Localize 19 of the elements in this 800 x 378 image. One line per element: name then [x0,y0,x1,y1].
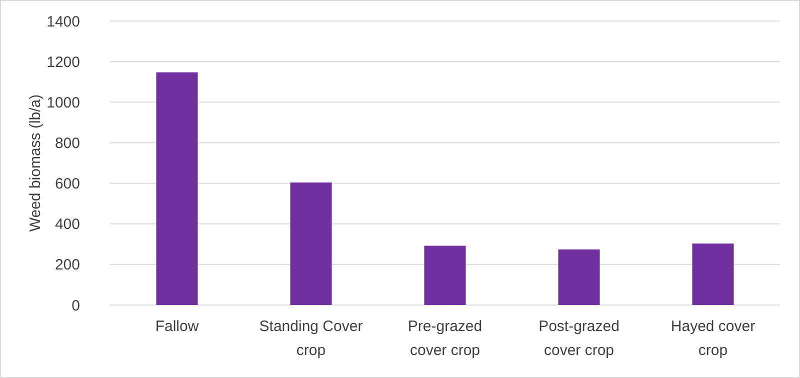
y-tick-label: 800 [54,134,80,152]
x-tick-label: Fallow [155,318,199,335]
y-tick-label: 1000 [46,94,80,112]
y-tick-label: 600 [54,176,80,193]
x-tick-label: Hayed cover crop [670,318,756,359]
y-axis-title: Weed biomass (lb/a) [27,94,44,232]
y-tick-label: 400 [54,216,80,234]
y-tick-label: 1200 [46,54,80,71]
x-tick-label: Standing Cover crop [259,318,363,359]
bar [424,246,466,305]
y-tick-label: 200 [54,256,80,274]
y-tick-label: 1400 [46,13,80,30]
bar [290,182,332,305]
bar [558,249,600,305]
bar [692,244,734,305]
x-tick-label: Pre-grazed cover crop [408,318,482,359]
y-tick-label: 0 [72,297,80,314]
bar [156,72,198,305]
x-tick-label: Post-grazed cover crop [538,318,620,359]
